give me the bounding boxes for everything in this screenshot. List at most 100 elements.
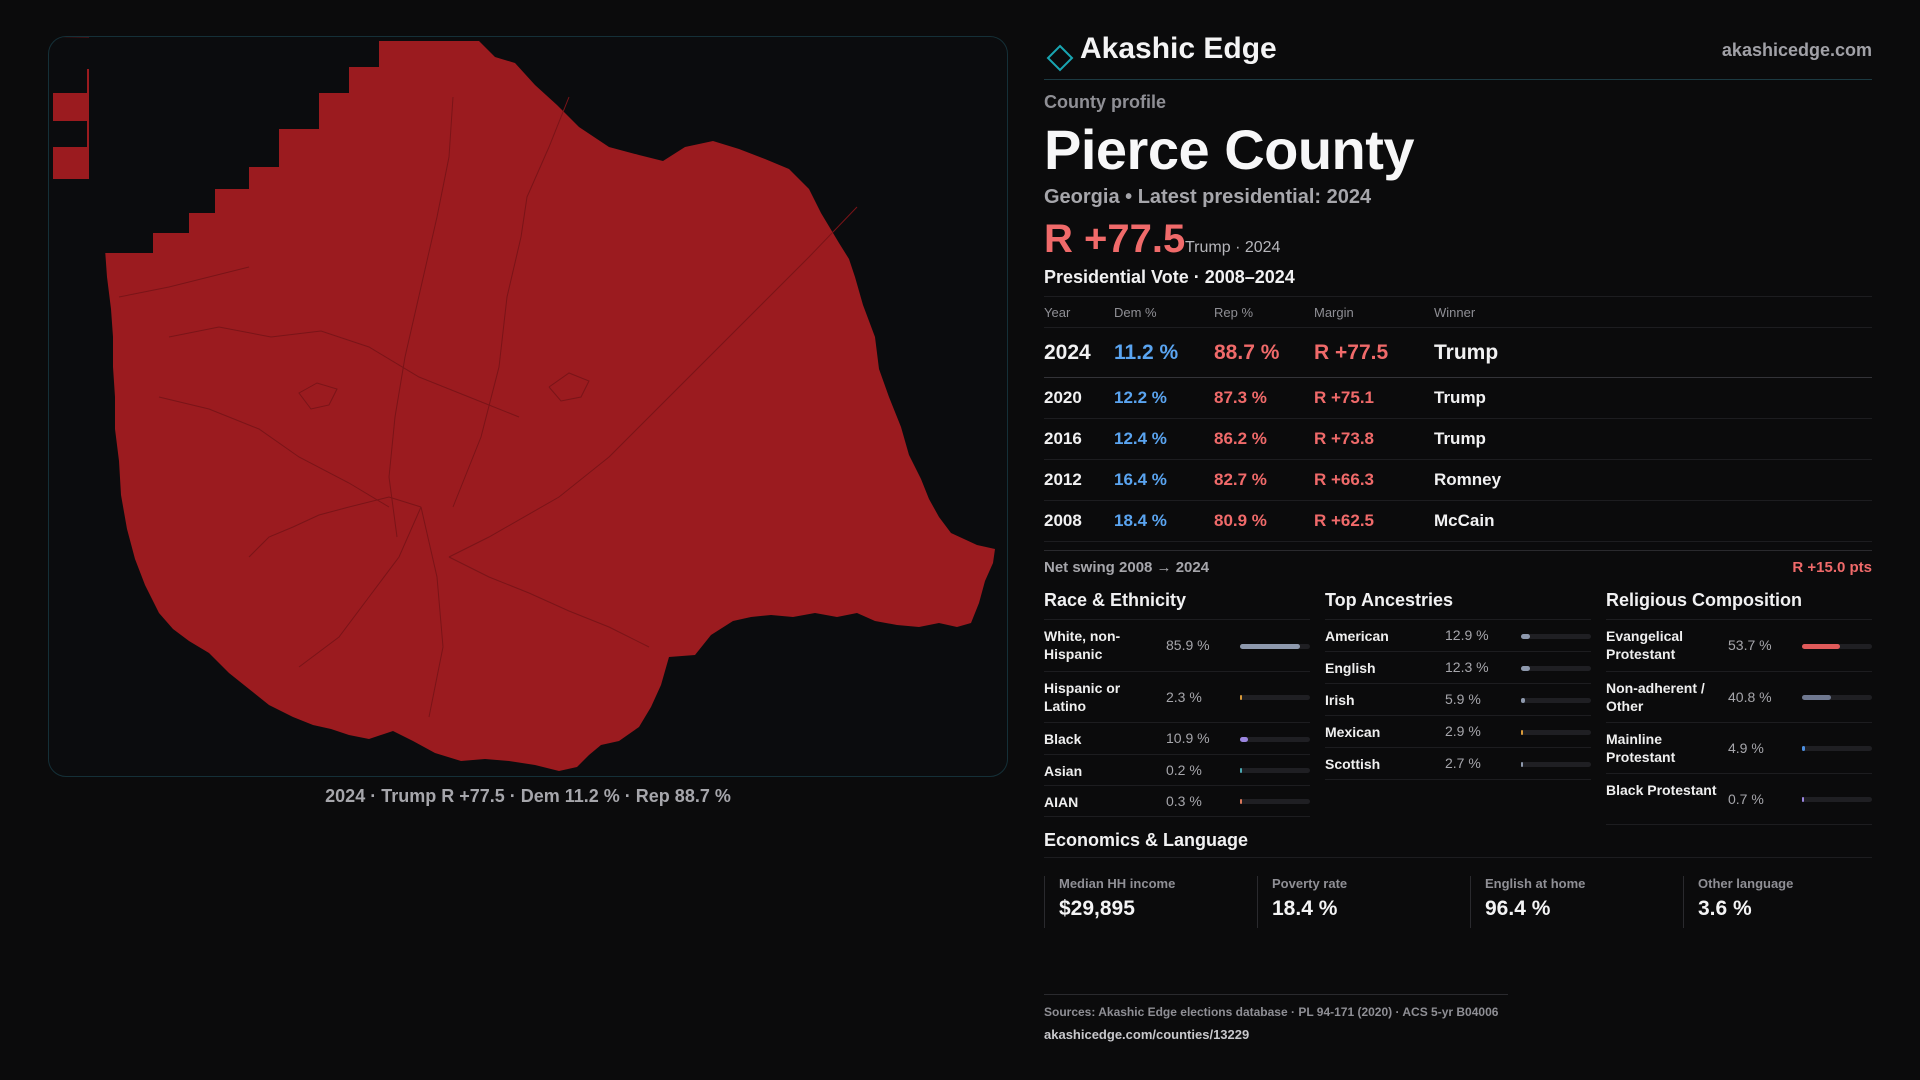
religion-percent: 0.7 % [1728,790,1764,807]
vote-rep: 86.2 % [1214,418,1314,460]
ancestry-percent: 2.9 % [1445,723,1481,739]
religion-row: Evangelical Protestant 53.7 % [1606,620,1872,672]
economics-title: Economics & Language [1044,826,1872,858]
county-url-link[interactable]: akashicedge.com/counties/13229 [1044,1027,1250,1042]
religion-row: Non-adherent / Other 40.8 % [1606,672,1872,723]
religion-bar [1802,643,1872,649]
vote-dem: 11.2 % [1114,327,1214,378]
race-bar-fill [1240,695,1242,700]
econ-label: English at home [1485,876,1586,891]
demographics: Race & Ethnicity White, non-Hispanic 85.9… [1044,586,1872,826]
ancestry-percent: 5.9 % [1445,691,1481,707]
vote-section-title: Presidential Vote · 2008–2024 [1044,267,1295,287]
religion-section: Religious Composition Evangelical Protes… [1606,586,1872,825]
vote-winner: Trump [1434,418,1872,460]
religion-label: Evangelical Protestant [1606,628,1684,662]
ancestry-percent: 2.7 % [1445,755,1481,771]
ancestry-bar [1521,633,1591,639]
ancestry-bar [1521,729,1591,735]
religion-label: Black Protestant [1606,781,1717,798]
economics-cards: Median HH income $29,895 Poverty rate 18… [1044,876,1872,942]
econ-card: English at home 96.4 % [1470,876,1670,928]
race-row: Hispanic or Latino 2.3 % [1044,672,1310,723]
race-row: Black 10.9 % [1044,723,1310,755]
econ-value: 3.6 % [1698,897,1752,920]
religion-bar [1802,797,1872,802]
race-label: Hispanic or Latino [1044,679,1121,714]
vote-row: 2016 12.4 % 86.2 % R +73.8 Trump [1044,418,1872,460]
race-bar [1240,643,1310,649]
ancestry-title: Top Ancestries [1325,586,1591,620]
vote-dem: 12.2 % [1114,377,1214,419]
religion-bar [1802,746,1872,751]
race-percent: 0.2 % [1166,761,1202,778]
race-section: Race & Ethnicity White, non-Hispanic 85.9… [1044,586,1310,817]
net-swing-label: Net swing 2008 → 2024 [1044,559,1210,576]
ancestry-bar-fill [1521,761,1523,767]
vote-winner: Romney [1434,459,1872,501]
race-title: Race & Ethnicity [1044,586,1310,620]
race-row: AIAN 0.3 % [1044,786,1310,817]
vote-row: 2024 11.2 % 88.7 % R +77.5 Trump [1044,327,1872,378]
county-map [53,37,995,771]
col-margin: Margin [1314,296,1434,328]
ancestry-label: Scottish [1325,756,1381,772]
vote-rep: 88.7 % [1214,327,1314,378]
ancestry-bar [1521,761,1591,767]
headline-margin: R +77.5 Trump · 2024 [1044,217,1872,265]
diamond-outline-icon [1046,44,1074,72]
sources-footer: Sources: Akashic Edge elections database… [1044,994,1508,1042]
religion-bar [1802,695,1872,700]
net-swing-value: R +15.0 pts [1792,559,1872,576]
ancestry-label: English [1325,660,1376,676]
county-map-panel [48,36,1008,777]
ancestry-row: Irish 5.9 % [1325,684,1591,716]
sources-text: Sources: Akashic Edge elections database… [1044,1005,1499,1019]
brand-site-link[interactable]: akashicedge.com [1721,40,1872,60]
race-bar-fill [1240,799,1242,804]
race-label: Asian [1044,762,1083,779]
col-dem: Dem % [1114,296,1214,328]
ancestry-label: Irish [1325,692,1355,708]
precinct-lines [118,96,858,718]
vote-rep: 82.7 % [1214,459,1314,501]
religion-bar-fill [1802,695,1831,700]
ancestry-bar-fill [1521,665,1530,671]
ancestry-section: Top Ancestries American 12.9 % English 12.3… [1325,586,1591,780]
race-bar [1240,768,1310,773]
eyebrow-label: County profile [1044,92,1166,112]
religion-percent: 40.8 % [1728,688,1772,705]
race-percent: 2.3 % [1166,688,1202,705]
race-percent: 0.3 % [1166,792,1202,809]
vote-rep: 80.9 % [1214,500,1314,542]
race-label: White, non-Hispanic [1044,628,1121,662]
ancestry-row: American 12.9 % [1325,620,1591,652]
religion-label: Non-adherent / Other [1606,679,1705,714]
vote-rep: 87.3 % [1214,377,1314,419]
religion-row: Black Protestant 0.7 % [1606,774,1872,825]
vote-row: 2008 18.4 % 80.9 % R +62.5 McCain [1044,500,1872,542]
religion-label: Mainline Protestant [1606,730,1676,765]
vote-margin: R +73.8 [1314,418,1434,460]
vote-winner: Trump [1434,377,1872,419]
vote-margin: R +66.3 [1314,459,1434,501]
race-label: Black [1044,731,1082,747]
race-bar-fill [1240,736,1248,742]
vote-year: 2024 [1044,327,1114,378]
religion-bar-fill [1802,797,1804,802]
race-bar-fill [1240,768,1242,773]
ancestry-list: American 12.9 % English 12.3 % Irish 5.9 % Mex… [1325,620,1591,780]
religion-bar-fill [1802,643,1840,649]
econ-label: Poverty rate [1272,876,1348,891]
ancestry-label: Mexican [1325,724,1381,740]
vote-dem: 16.4 % [1114,459,1214,501]
col-year: Year [1044,296,1114,328]
race-row: Asian 0.2 % [1044,755,1310,786]
vote-row: 2012 16.4 % 82.7 % R +66.3 Romney [1044,459,1872,501]
econ-label: Median HH income [1059,876,1176,891]
vote-year: 2012 [1044,459,1114,501]
county-shape-north [89,37,453,253]
map-caption: 2024 · Trump R +77.5 · Dem 11.2 % · Rep … [325,786,731,806]
ancestry-percent: 12.9 % [1445,627,1489,643]
econ-value: 96.4 % [1485,897,1551,920]
